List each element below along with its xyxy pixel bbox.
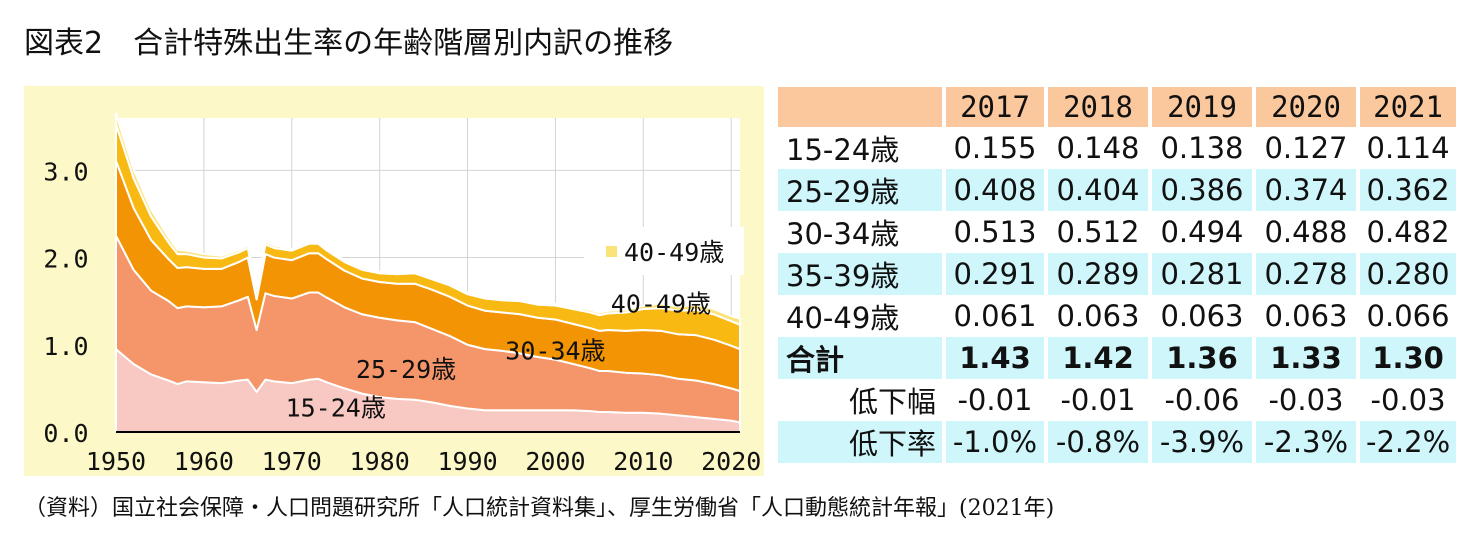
table-row-15-24: 15-24歳 0.155 0.148 0.138 0.127 0.114 xyxy=(778,127,1457,169)
table-cell: -0.03 xyxy=(1355,379,1457,421)
table-cell: 0.127 xyxy=(1252,127,1358,169)
table-header-year: 2020 xyxy=(1252,87,1358,127)
y-tick-label: 0.0 xyxy=(43,419,88,448)
stacked-area-chart: 1950 1960 1970 1980 1990 2000 2010 2020 0.0 1.0 2.… xyxy=(43,112,761,476)
chart-title: 図表2 合計特殊出生率の年齢階層別内訳の推移 xyxy=(24,26,674,61)
table-row-25-29: 25-29歳 0.408 0.404 0.386 0.374 0.362 xyxy=(778,169,1457,211)
table-cell: -0.8% xyxy=(1044,421,1150,463)
table-cell: 1.42 xyxy=(1044,337,1150,379)
table-cell: 0.374 xyxy=(1252,169,1358,211)
x-tick-label: 1970 xyxy=(262,447,322,476)
row-label: 合計 xyxy=(778,337,944,379)
table-header-corner xyxy=(778,87,944,127)
row-label: 15-24歳 xyxy=(786,133,900,167)
x-tick-label: 2010 xyxy=(613,447,673,476)
data-table: 2017 2018 2019 2020 2021 15-24歳 0.155 0.… xyxy=(778,87,1457,463)
table-cell: 0.278 xyxy=(1252,253,1358,295)
table-cell: 0.281 xyxy=(1148,253,1254,295)
table-cell: 0.066 xyxy=(1355,295,1457,337)
table-cell: 0.404 xyxy=(1044,169,1150,211)
x-tick-label: 2000 xyxy=(525,447,585,476)
table-cell: 0.280 xyxy=(1355,253,1457,295)
table-cell: 0.482 xyxy=(1355,211,1457,253)
series-label: 40-49歳 xyxy=(611,290,711,319)
table-row-35-39: 35-39歳 0.291 0.289 0.281 0.278 0.280 xyxy=(778,253,1457,295)
y-tick-label: 3.0 xyxy=(43,157,88,186)
row-label: 低下幅 xyxy=(848,385,936,419)
table-cell: 1.33 xyxy=(1252,337,1358,379)
row-label: 35-39歳 xyxy=(778,253,944,295)
table-cell: 0.386 xyxy=(1148,169,1254,211)
table-cell: 0.512 xyxy=(1044,211,1150,253)
row-label: 25-29歳 xyxy=(778,169,944,211)
table-cell: 0.513 xyxy=(942,211,1046,253)
x-tick-label: 2020 xyxy=(701,447,761,476)
table-cell: 1.43 xyxy=(942,337,1046,379)
table-cell: 0.408 xyxy=(942,169,1046,211)
table-cell: 0.063 xyxy=(1044,295,1150,337)
table-header-year: 2021 xyxy=(1355,87,1457,127)
table-cell: -1.0% xyxy=(942,421,1046,463)
table-header-year: 2017 xyxy=(942,87,1046,127)
table-cell: 0.148 xyxy=(1044,127,1150,169)
legend-label: 40-49歳 xyxy=(624,238,724,267)
y-tick-label: 1.0 xyxy=(43,332,88,361)
table-cell: 0.494 xyxy=(1148,211,1254,253)
row-label: 30-34歳 xyxy=(786,217,900,251)
x-tick-label: 1980 xyxy=(350,447,410,476)
table-cell: 0.114 xyxy=(1355,127,1457,169)
row-label: 40-49歳 xyxy=(786,301,900,335)
table-cell: -0.06 xyxy=(1148,379,1254,421)
table-header-year: 2018 xyxy=(1044,87,1150,127)
table-cell: -2.3% xyxy=(1252,421,1358,463)
table-cell: 0.155 xyxy=(942,127,1046,169)
table-cell: -3.9% xyxy=(1148,421,1254,463)
table-cell: -0.03 xyxy=(1252,379,1358,421)
table-cell: 1.30 xyxy=(1355,337,1457,379)
table-row-decline-amount: 低下幅 -0.01 -0.01 -0.06 -0.03 -0.03 xyxy=(778,379,1457,421)
table-cell: -0.01 xyxy=(1044,379,1150,421)
row-label: 低下率 xyxy=(778,421,944,463)
table-header-year: 2019 xyxy=(1148,87,1254,127)
legend-swatch xyxy=(606,246,617,257)
table-row-40-49: 40-49歳 0.061 0.063 0.063 0.063 0.066 xyxy=(778,295,1457,337)
x-tick-label: 1960 xyxy=(174,447,234,476)
table-cell: 0.061 xyxy=(942,295,1046,337)
series-label: 30-34歳 xyxy=(505,337,605,366)
table-cell: 0.289 xyxy=(1044,253,1150,295)
series-label: 25-29歳 xyxy=(356,355,456,384)
table-cell: -2.2% xyxy=(1355,421,1457,463)
table-cell: 0.063 xyxy=(1148,295,1254,337)
table-row-30-34: 30-34歳 0.513 0.512 0.494 0.488 0.482 xyxy=(778,211,1457,253)
table-cell: -0.01 xyxy=(942,379,1046,421)
source-note: （資料）国立社会保障・人口問題研究所「人口統計資料集」、厚生労働省「人口動態統計… xyxy=(24,496,1055,521)
table-cell: 0.291 xyxy=(942,253,1046,295)
chart-panel: 1950 1960 1970 1980 1990 2000 2010 2020 0.0 1.0 2.… xyxy=(24,86,764,476)
table-header-row: 2017 2018 2019 2020 2021 xyxy=(778,87,1457,127)
table-cell: 1.36 xyxy=(1148,337,1254,379)
x-tick-label: 1990 xyxy=(437,447,497,476)
table-cell: 0.488 xyxy=(1252,211,1358,253)
series-label: 15-24歳 xyxy=(286,393,386,422)
x-tick-label: 1950 xyxy=(86,447,146,476)
y-tick-label: 2.0 xyxy=(43,245,88,274)
area-series xyxy=(115,112,741,326)
table-row-total: 合計 1.43 1.42 1.36 1.33 1.30 xyxy=(778,337,1457,379)
table-row-decline-rate: 低下率 -1.0% -0.8% -3.9% -2.3% -2.2% xyxy=(778,421,1457,463)
table-cell: 0.362 xyxy=(1355,169,1457,211)
table-cell: 0.138 xyxy=(1148,127,1254,169)
table-cell: 0.063 xyxy=(1252,295,1358,337)
